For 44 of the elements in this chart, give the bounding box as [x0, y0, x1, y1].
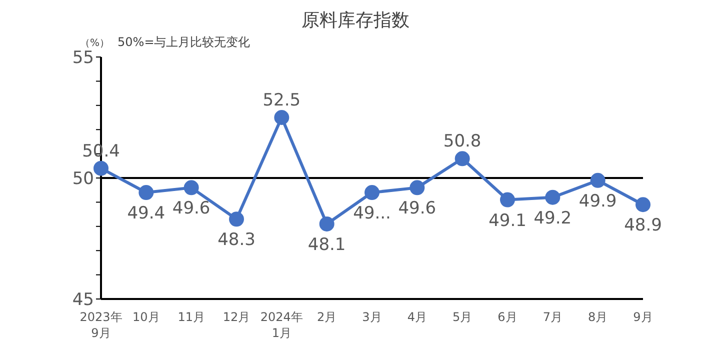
point: [636, 197, 650, 212]
point: [274, 110, 290, 125]
data-label: 48.1: [308, 234, 346, 255]
data-label: 49.2: [534, 208, 572, 228]
x-tick-label: 7月: [542, 310, 562, 324]
data-label: 49.6: [398, 198, 436, 219]
data-label: 49.9: [578, 191, 617, 212]
point: [229, 212, 244, 227]
y-tick-label: 50: [72, 169, 94, 190]
point: [590, 172, 606, 188]
data-label: 48.9: [624, 216, 662, 236]
point: [138, 185, 154, 200]
y-axis-title: （%）: [80, 38, 110, 49]
data-label: 50.8: [443, 132, 482, 152]
point: [184, 180, 199, 196]
data-label: 52.5: [262, 90, 301, 110]
point: [94, 160, 108, 176]
x-tick-label: 6月: [498, 310, 518, 324]
data-label: 49.6: [172, 198, 210, 219]
point: [410, 180, 425, 196]
data-label: 49.1: [488, 210, 526, 231]
point: [545, 190, 560, 205]
point: [500, 192, 515, 208]
text: 50%=与上月比较无变化: [118, 35, 250, 49]
chart-title: 原料库存指数: [300, 9, 410, 32]
x-tick-label: 2024年 1月: [260, 310, 303, 340]
point: [364, 185, 380, 200]
x-tick-label: 12月: [222, 310, 250, 324]
x-tick-label: 2月: [317, 310, 337, 324]
y-tick-label: 55: [72, 48, 94, 68]
x-tick-label: 11月: [178, 310, 205, 324]
y-tick-label: 45: [72, 290, 94, 310]
x-tick-label: 8月: [588, 310, 608, 324]
x-tick-label: 9月: [633, 310, 653, 324]
point: [319, 216, 334, 232]
point: [454, 151, 470, 166]
x-tick-label: 10月: [132, 310, 160, 324]
x-tick-label: 3月: [362, 310, 382, 324]
data-label: 48.3: [218, 230, 256, 250]
data-label: 49.4: [127, 204, 166, 224]
data-label: 49...: [353, 204, 391, 224]
x-tick-label: 2023年 9月: [80, 310, 122, 340]
x-tick-label: 4月: [407, 310, 427, 324]
x-tick-label: 5月: [452, 310, 472, 324]
